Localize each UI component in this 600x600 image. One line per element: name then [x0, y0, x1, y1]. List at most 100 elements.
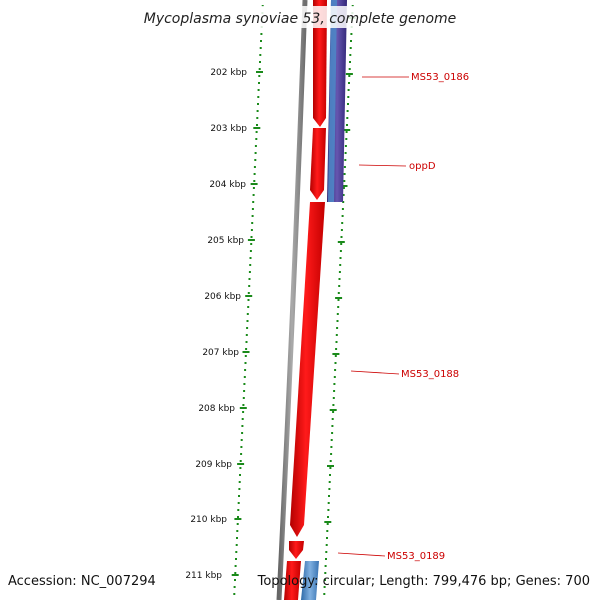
tick-dot: [252, 201, 255, 203]
tick-dot: [246, 313, 249, 315]
tick-dot: [329, 460, 332, 462]
tick-dot: [349, 47, 352, 49]
tick-dot: [233, 593, 236, 595]
tick-dot: [244, 355, 247, 357]
tick-dot: [241, 432, 244, 434]
tick-dot: [338, 271, 341, 273]
tick-dot: [244, 362, 247, 364]
tick-mark: [256, 71, 263, 73]
tick-dot: [335, 348, 338, 350]
tick-dot: [236, 530, 239, 532]
tick-dot: [243, 390, 246, 392]
tick-dot: [342, 194, 345, 196]
tick-label: 205 kbp: [207, 236, 244, 246]
tick-dot: [339, 250, 342, 252]
tick-dot: [248, 278, 251, 280]
tick-dot: [327, 509, 330, 511]
tick-dot: [248, 285, 251, 287]
tick-dot: [325, 544, 328, 546]
tick-dot: [233, 586, 236, 588]
tick-dot: [344, 159, 347, 161]
gene-ms53-0186[interactable]: [313, 0, 327, 127]
tick-dot: [257, 96, 260, 98]
gene-oppd[interactable]: [310, 128, 326, 200]
title-background: [148, 6, 452, 28]
length-label: Length:: [379, 574, 429, 589]
tick-dot: [238, 488, 241, 490]
tick-dot: [343, 173, 346, 175]
genome-backbone: [276, 0, 308, 600]
tick-label: 202 kbp: [210, 68, 247, 78]
gene-label-ms53-0188[interactable]: MS53_0188: [401, 369, 459, 380]
tick-dot: [350, 33, 353, 35]
topology-label: Topology:: [257, 574, 319, 589]
tick-dot: [242, 411, 245, 413]
tick-mark: [242, 351, 250, 353]
tick-dot: [341, 208, 344, 210]
tick-dot: [342, 201, 345, 203]
tick-mark: [324, 521, 332, 523]
tick-dot: [238, 495, 240, 497]
tick-dot: [250, 243, 253, 245]
tick-mark: [250, 183, 258, 185]
tick-dot: [257, 89, 260, 91]
tick-dot: [324, 579, 326, 581]
tick-dot: [339, 264, 342, 266]
tick-mark: [231, 574, 239, 576]
accession-label: Accession:: [8, 574, 77, 589]
tick-dot: [326, 537, 328, 539]
tick-dot: [256, 124, 258, 126]
tick-dot: [237, 502, 240, 504]
tick-dot: [237, 509, 240, 511]
gene-ms53-0188[interactable]: [290, 202, 325, 537]
tick-dot: [258, 68, 261, 70]
tick-dot: [333, 383, 336, 385]
tick-dot: [257, 103, 259, 105]
tick-dot: [241, 418, 244, 420]
tick-dot: [238, 481, 241, 483]
tick-dot: [235, 558, 237, 560]
forward-cds-track: [284, 0, 327, 600]
tick-dot: [349, 54, 352, 56]
tick-dot: [243, 383, 246, 385]
tick-dot: [341, 222, 344, 224]
length-value: 799,476 bp: [432, 574, 508, 589]
tick-dot: [253, 166, 256, 168]
genome-stats: Topology: circular; Length: 799,476 bp; …: [257, 574, 590, 589]
tick-dot: [251, 222, 254, 224]
blue-segment-upper: [328, 0, 337, 202]
tick-dot: [248, 271, 251, 273]
tick-label: 203 kbp: [210, 124, 247, 134]
gene-label-oppd[interactable]: oppD: [409, 161, 436, 172]
tick-dot: [328, 488, 331, 490]
gene-label-ms53-0189[interactable]: MS53_0189: [387, 551, 445, 562]
tick-mark: [253, 127, 261, 129]
tick-dot: [329, 474, 331, 476]
tick-dot: [254, 145, 257, 147]
accession-value: NC_007294: [80, 574, 156, 589]
tick-dot: [239, 474, 241, 476]
tick-label: 210 kbp: [190, 515, 227, 525]
tick-dot: [254, 159, 257, 161]
gene-ms53-0189[interactable]: [289, 541, 304, 559]
tick-dot: [258, 82, 260, 84]
accession-info: Accession: NC_007294: [8, 574, 156, 589]
tick-dot: [260, 33, 263, 35]
tick-dot: [334, 355, 337, 357]
tick-dot: [330, 439, 333, 441]
tick-mark: [345, 73, 353, 75]
blue-track: [301, 0, 347, 600]
tick-dot: [347, 96, 350, 98]
kbp-tick-labels: 202 kbp 203 kbp 204 kbp 205 kbp 206 kbp …: [185, 68, 247, 581]
tick-dot: [325, 558, 327, 560]
tick-dot: [343, 166, 346, 168]
tick-dot: [239, 460, 242, 462]
tick-label: 206 kbp: [204, 292, 241, 302]
tick-dot: [251, 215, 254, 217]
tick-dot: [332, 404, 335, 406]
tick-label: 209 kbp: [195, 460, 232, 470]
tick-dot: [244, 369, 247, 371]
tick-dot: [345, 138, 348, 140]
gene-label-ms53-0186[interactable]: MS53_0186: [411, 72, 469, 83]
